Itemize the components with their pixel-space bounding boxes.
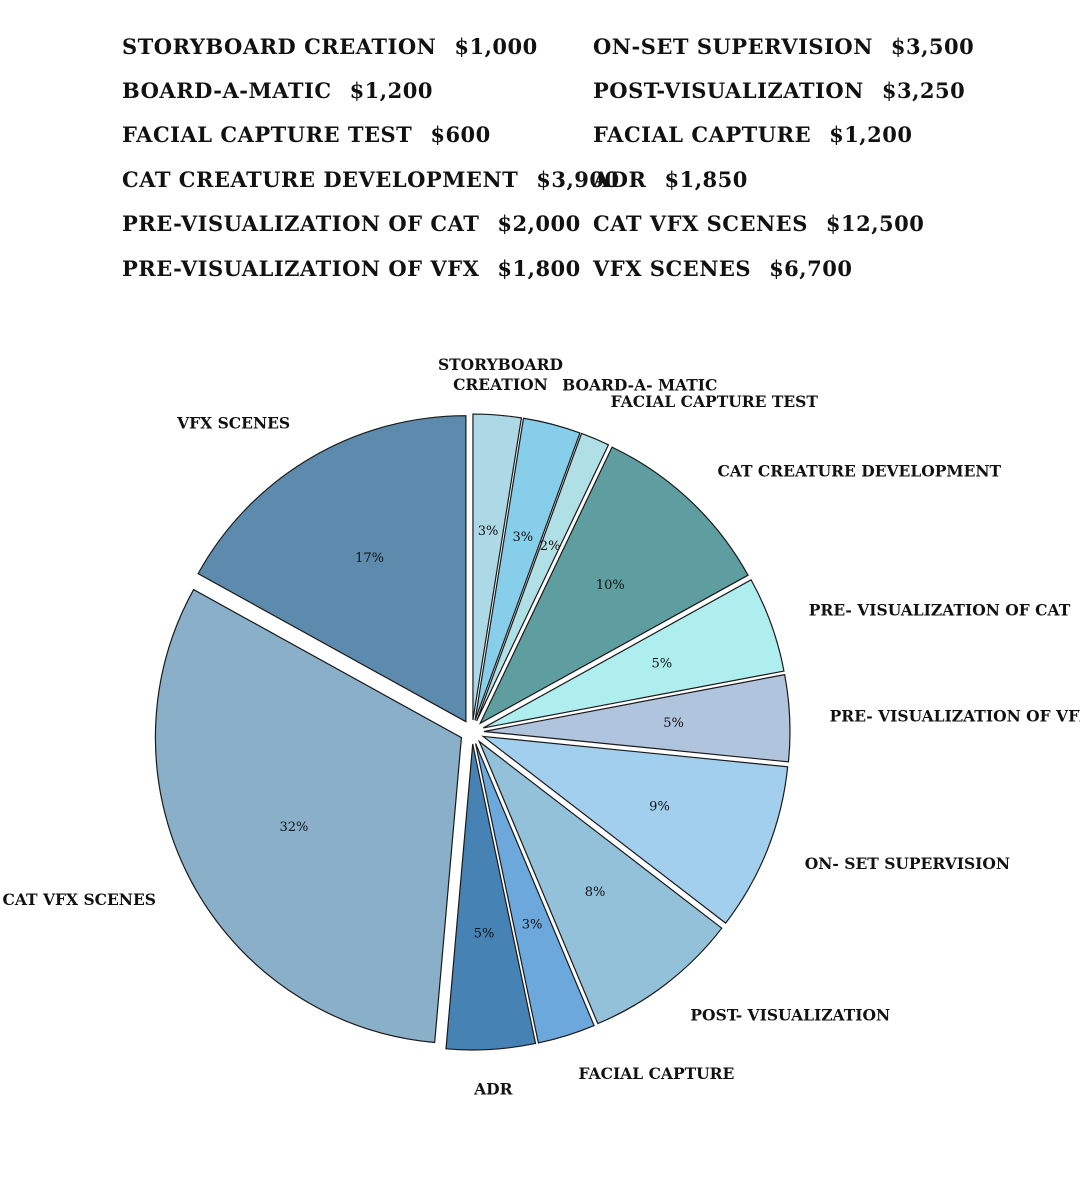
pie-percent-label: 5% xyxy=(663,716,684,731)
pie-percent-label: 9% xyxy=(649,799,670,814)
price-item: PRE-VISUALIZATION OF CAT xyxy=(122,211,480,237)
price-item: PRE-VISUALIZATION OF VFX xyxy=(122,255,480,281)
pie-percent-label: 3% xyxy=(478,524,499,539)
price-row: STORYBOARD CREATION $1,000 xyxy=(122,24,620,68)
price-amount: $1,000 xyxy=(454,33,538,59)
pie-slice-9 xyxy=(445,743,537,1051)
price-item: POST-VISUALIZATION xyxy=(593,78,864,104)
price-amount: $2,000 xyxy=(497,211,581,237)
pie-category-label: ADR xyxy=(473,1079,512,1098)
price-list-right-column: ON-SET SUPERVISION $3,500 POST-VISUALIZAT… xyxy=(593,24,974,290)
pie-category-label: BOARD-A- MATIC xyxy=(562,376,717,395)
price-item: ON-SET SUPERVISION xyxy=(593,33,873,59)
price-item: FACIAL CAPTURE TEST xyxy=(122,122,413,148)
pie-slice-8 xyxy=(474,743,595,1044)
price-amount: $12,500 xyxy=(825,211,925,237)
price-amount: $1,800 xyxy=(497,255,581,281)
pie-percent-label: 17% xyxy=(355,551,384,566)
pie-percent-label: 32% xyxy=(279,820,308,835)
pie-percent-label: 5% xyxy=(474,926,495,941)
price-amount: $600 xyxy=(430,122,491,148)
price-amount: $6,700 xyxy=(769,255,853,281)
price-list-left-column: STORYBOARD CREATION $1,000 BOARD-A-MATIC $… xyxy=(122,24,620,290)
price-row: ON-SET SUPERVISION $3,500 xyxy=(593,24,974,68)
price-row: BOARD-A-MATIC $1,200 xyxy=(122,68,620,112)
price-amount: $1,850 xyxy=(664,166,748,192)
price-row: PRE-VISUALIZATION OF VFX $1,800 xyxy=(122,246,620,290)
pie-category-label: PRE- VISUALIZATION OF VFX xyxy=(830,706,1080,725)
price-row: POST-VISUALIZATION $3,250 xyxy=(593,68,974,112)
pie-category-label: FACIAL CAPTURE xyxy=(579,1064,735,1083)
price-row: PRE-VISUALIZATION OF CAT $2,000 xyxy=(122,202,620,246)
pie-percent-label: 3% xyxy=(512,530,533,545)
price-amount: $3,500 xyxy=(890,33,975,59)
pie-category-label: CAT VFX SCENES xyxy=(3,890,156,909)
price-item: CAT VFX SCENES xyxy=(593,211,808,237)
pie-slice-3 xyxy=(478,446,749,725)
pie-slice-5 xyxy=(483,673,791,763)
pie-percent-label: 8% xyxy=(585,885,606,900)
pie-slice-10 xyxy=(154,588,463,1044)
price-row: VFX SCENES $6,700 xyxy=(593,246,974,290)
price-row: ADR $1,850 xyxy=(593,157,974,201)
pie-percent-label: 10% xyxy=(596,578,625,593)
price-item: VFX SCENES xyxy=(593,255,752,281)
pie-category-label: CAT CREATURE DEVELOPMENT xyxy=(717,461,1001,480)
pie-slice-0 xyxy=(472,413,523,721)
price-item: BOARD-A-MATIC xyxy=(122,78,332,104)
price-row: FACIAL CAPTURE $1,200 xyxy=(593,113,974,157)
pie-category-label: POST- VISUALIZATION xyxy=(690,1006,890,1025)
price-row: CAT CREATURE DEVELOPMENT $3,900 xyxy=(122,157,620,201)
price-row: CAT VFX SCENES $12,500 xyxy=(593,202,974,246)
price-item: STORYBOARD CREATION xyxy=(122,33,437,59)
price-amount: $1,200 xyxy=(829,122,913,148)
pie-percent-label: 5% xyxy=(651,657,672,672)
price-amount: $1,200 xyxy=(349,78,433,104)
pie-slice-1 xyxy=(474,417,581,721)
price-item: ADR xyxy=(593,166,647,192)
price-amount: $3,250 xyxy=(881,78,966,104)
pie-slice-7 xyxy=(477,739,723,1025)
pie-category-label: VFX SCENES xyxy=(176,414,290,433)
pie-category-label: PRE- VISUALIZATION OF CAT xyxy=(809,601,1071,620)
pie-slice-11 xyxy=(197,415,467,723)
pie-percent-label: 3% xyxy=(522,918,543,933)
pie-category-label: ON- SET SUPERVISION xyxy=(805,854,1010,873)
pie-slice-4 xyxy=(482,579,785,729)
pie-category-label: FACIAL CAPTURE TEST xyxy=(611,392,819,411)
pie-chart: 3% STORYBOARD CREATION 3% BOARD-A- MATIC 2% FA… xyxy=(3,355,1080,1098)
pie-percent-label: 2% xyxy=(540,539,561,554)
price-item: FACIAL CAPTURE xyxy=(593,122,812,148)
pie-slice-2 xyxy=(476,432,610,722)
price-row: FACIAL CAPTURE TEST $600 xyxy=(122,113,620,157)
pie-slice-6 xyxy=(481,735,789,924)
pie-category-label: STORYBOARD CREATION xyxy=(438,355,563,394)
price-item: CAT CREATURE DEVELOPMENT xyxy=(122,166,519,192)
price-amount: $3,900 xyxy=(536,166,620,192)
